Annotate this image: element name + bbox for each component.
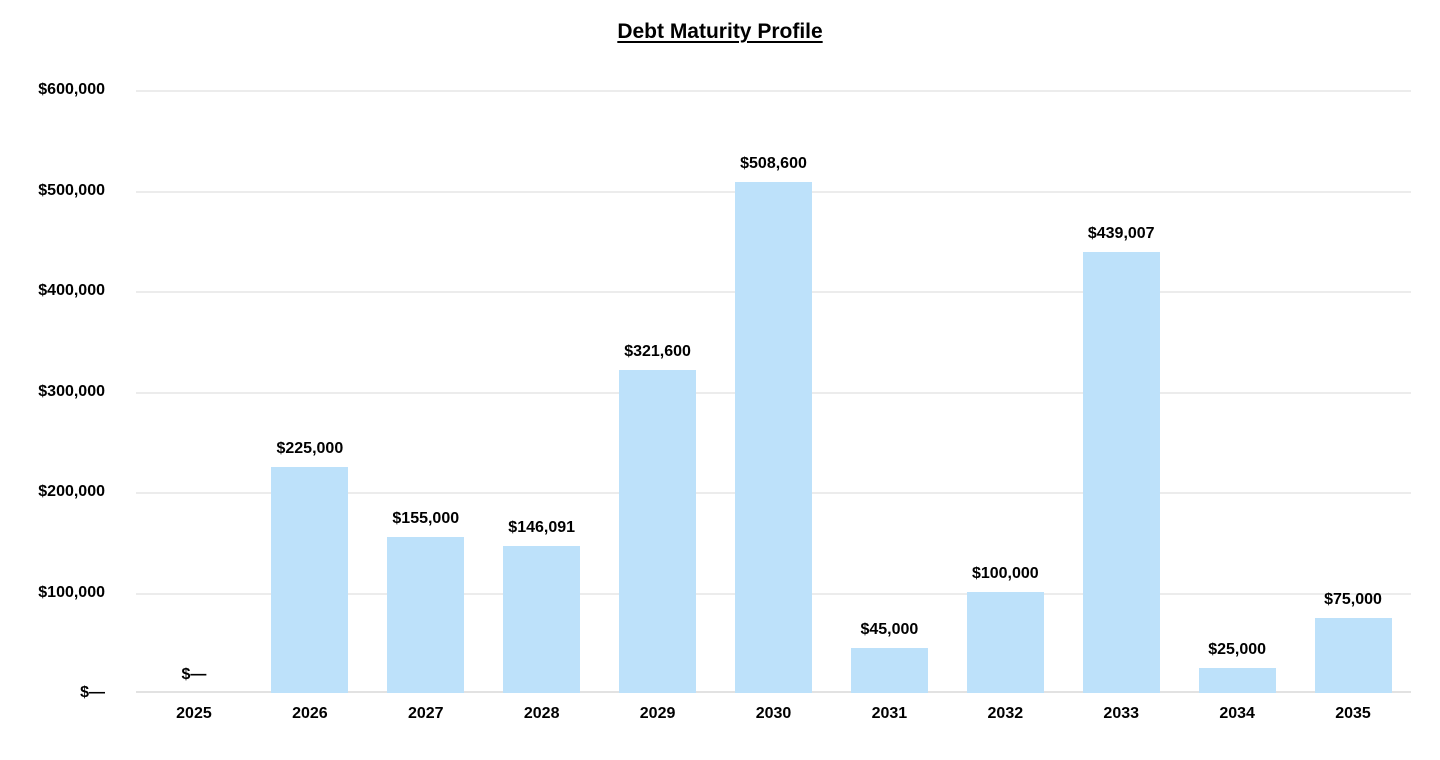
bar-2026 bbox=[271, 467, 349, 693]
y-tick-label: $300,000 bbox=[38, 382, 105, 400]
bar-2030 bbox=[735, 182, 812, 693]
y-tick-label: $500,000 bbox=[38, 181, 105, 199]
x-axis-labels: 2025 2026 2027 2028 2029 2030 2031 2032 2033 2034… bbox=[136, 705, 1411, 729]
value-label-2034: $25,000 bbox=[1208, 641, 1267, 658]
y-tick-label: $200,000 bbox=[38, 483, 105, 500]
y-axis-labels: $600,000 $500,000 $400,000 $300,000 $200,000… bbox=[0, 81, 105, 701]
x-tick-label-2034: 2034 bbox=[1219, 705, 1255, 722]
bar-2028 bbox=[503, 546, 581, 693]
value-label-2027: $155,000 bbox=[392, 510, 460, 527]
y-tick-label: $100,000 bbox=[38, 583, 105, 601]
x-tick-label-2035: 2035 bbox=[1335, 705, 1371, 722]
value-label-2028: $146,091 bbox=[508, 519, 576, 536]
value-label-2029: $321,600 bbox=[624, 343, 691, 360]
x-tick-label-2032: 2032 bbox=[987, 705, 1024, 722]
value-label-2032: $100,000 bbox=[971, 565, 1039, 582]
x-tick-label-2026: 2026 bbox=[292, 705, 328, 722]
bar-2032 bbox=[966, 592, 1044, 693]
value-label-2033: $439,007 bbox=[1087, 225, 1155, 242]
x-tick-label-2030: 2030 bbox=[755, 705, 792, 722]
value-label-2031: $45,000 bbox=[860, 621, 919, 638]
y-tick-label: $400,000 bbox=[38, 282, 105, 299]
x-tick-label-2029: 2029 bbox=[639, 705, 676, 722]
value-label-2025: $— bbox=[181, 666, 207, 683]
bar-2033 bbox=[1082, 252, 1160, 693]
plot-area: $— $225,000 $155,000 $146,091 $321,600 $508,6… bbox=[136, 90, 1411, 693]
y-tick-label: $600,000 bbox=[38, 81, 105, 98]
bar-2035 bbox=[1314, 618, 1392, 693]
y-tick-label: $— bbox=[80, 684, 105, 701]
bar-2027 bbox=[387, 537, 465, 693]
gridline bbox=[136, 90, 1411, 92]
x-tick-label-2028: 2028 bbox=[523, 705, 560, 722]
value-label-2026: $225,000 bbox=[276, 440, 344, 457]
bar-2029 bbox=[619, 370, 697, 693]
x-tick-label-2033: 2033 bbox=[1103, 705, 1140, 722]
value-label-2035: $75,000 bbox=[1324, 591, 1382, 608]
x-tick-label-2027: 2027 bbox=[407, 705, 444, 722]
value-label-2030: $508,600 bbox=[740, 155, 807, 172]
x-tick-label-2031: 2031 bbox=[871, 705, 908, 722]
x-tick-label-2025: 2025 bbox=[176, 705, 212, 722]
bar-2031 bbox=[850, 648, 928, 693]
chart-title: Debt Maturity Profile bbox=[617, 20, 823, 43]
bar-2034 bbox=[1198, 668, 1276, 693]
